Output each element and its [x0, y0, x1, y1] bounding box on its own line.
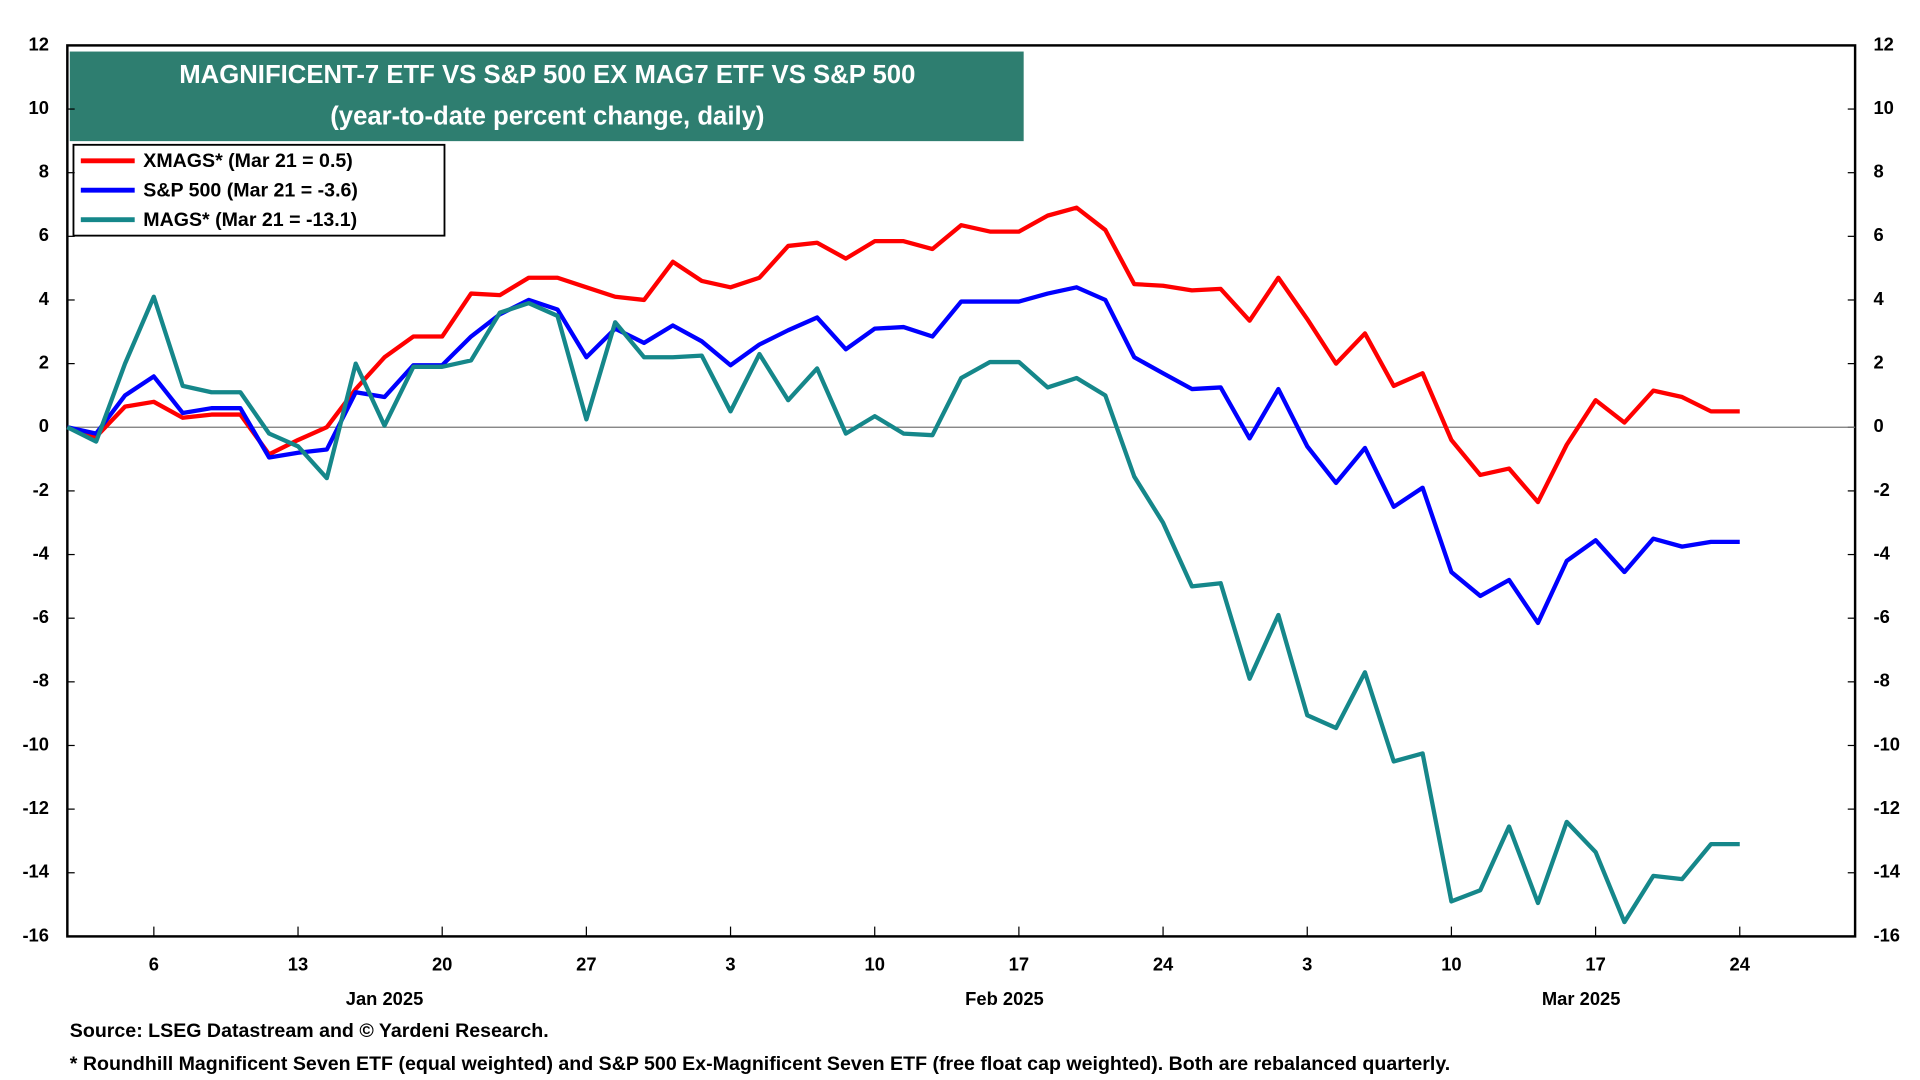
- y2-tick-label: -4: [1873, 542, 1890, 563]
- x-tick-label: 3: [725, 954, 735, 975]
- y2-tick-label: -6: [1873, 606, 1889, 627]
- month-label: Mar 2025: [1542, 988, 1621, 1009]
- y-tick-label: 0: [39, 415, 49, 436]
- x-tick-label: 17: [1009, 954, 1029, 975]
- x-tick-label: 20: [432, 954, 452, 975]
- y-tick-label: 8: [39, 161, 49, 182]
- y-tick-label: -4: [33, 542, 50, 563]
- y-tick-label: -2: [33, 479, 49, 500]
- y2-tick-label: -14: [1873, 861, 1900, 882]
- x-tick-label: 17: [1585, 954, 1605, 975]
- y2-tick-label: -2: [1873, 479, 1889, 500]
- month-label: Feb 2025: [965, 988, 1044, 1009]
- title-box: [69, 51, 1024, 142]
- legend-label: MAGS* (Mar 21 = -13.1): [143, 209, 357, 231]
- x-tick-label: 27: [576, 954, 596, 975]
- footnote: * Roundhill Magnificent Seven ETF (equal…: [70, 1053, 1450, 1075]
- x-tick-label: 3: [1302, 954, 1312, 975]
- y-tick-label: 6: [39, 224, 49, 245]
- y-tick-label: 12: [29, 33, 49, 54]
- x-tick-label: 10: [1441, 954, 1461, 975]
- month-label: Jan 2025: [346, 988, 424, 1009]
- y-tick-label: -10: [22, 733, 49, 754]
- y2-tick-label: 10: [1873, 97, 1893, 118]
- y-tick-label: -6: [33, 606, 49, 627]
- chart-subtitle: (year-to-date percent change, daily): [330, 103, 764, 131]
- source-note: Source: LSEG Datastream and © Yardeni Re…: [70, 1020, 549, 1042]
- y2-tick-label: -10: [1873, 733, 1900, 754]
- y2-tick-label: -12: [1873, 797, 1900, 818]
- y-tick-label: 2: [39, 351, 49, 372]
- y-tick-label: -8: [33, 670, 49, 691]
- x-tick-label: 6: [149, 954, 159, 975]
- y2-tick-label: -8: [1873, 670, 1889, 691]
- legend-label: XMAGS* (Mar 21 = 0.5): [143, 150, 353, 172]
- y2-tick-label: 8: [1873, 161, 1883, 182]
- y-tick-label: -12: [22, 797, 49, 818]
- y-tick-label: 10: [29, 97, 49, 118]
- y2-tick-label: 0: [1873, 415, 1883, 436]
- x-tick-label: 10: [865, 954, 885, 975]
- chart-title: MAGNIFICENT-7 ETF VS S&P 500 EX MAG7 ETF…: [179, 61, 915, 89]
- legend-label: S&P 500 (Mar 21 = -3.6): [143, 180, 358, 202]
- series-line: [66, 294, 1740, 925]
- y-tick-label: 4: [39, 288, 50, 309]
- y-tick-label: -14: [22, 861, 49, 882]
- x-tick-label: 13: [288, 954, 308, 975]
- y2-tick-label: 6: [1873, 224, 1883, 245]
- y2-tick-label: 2: [1873, 351, 1883, 372]
- y2-tick-label: 12: [1873, 33, 1893, 54]
- y2-tick-label: -16: [1873, 924, 1900, 945]
- legend-box: [72, 143, 446, 237]
- y2-tick-label: 4: [1873, 288, 1884, 309]
- y-tick-label: -16: [22, 924, 49, 945]
- x-tick-label: 24: [1153, 954, 1174, 975]
- x-tick-label: 24: [1730, 954, 1751, 975]
- series-line: [66, 285, 1740, 626]
